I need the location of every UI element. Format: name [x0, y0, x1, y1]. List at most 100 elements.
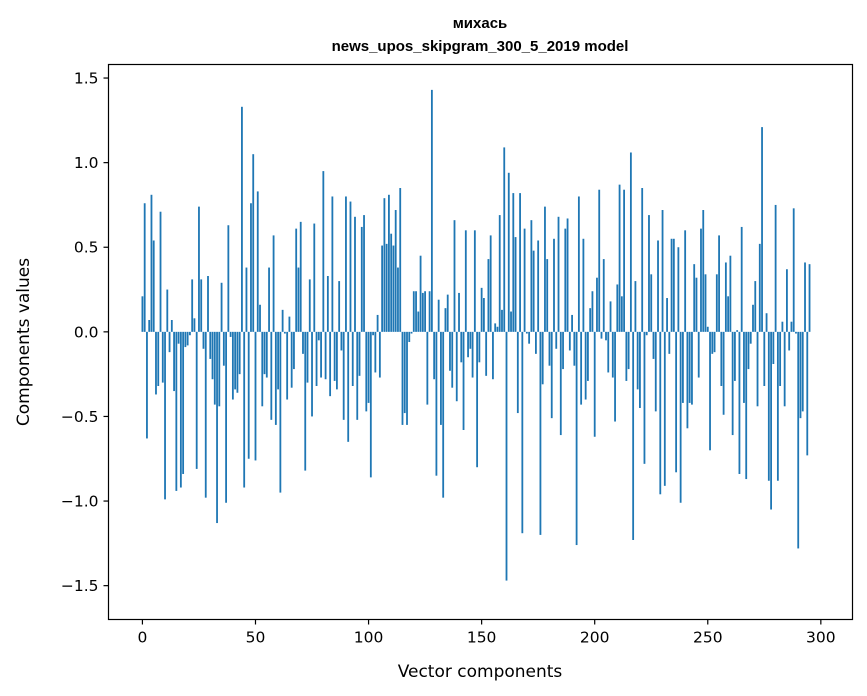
bar	[306, 331, 309, 383]
bar	[354, 216, 356, 332]
bar	[663, 331, 666, 486]
bar	[523, 228, 526, 332]
bar	[700, 228, 702, 332]
bar	[681, 331, 684, 403]
bar	[763, 331, 766, 386]
bar	[279, 331, 282, 493]
bar	[596, 277, 598, 332]
bar	[211, 331, 214, 380]
bar	[173, 331, 175, 392]
bar	[729, 255, 732, 332]
bar	[175, 331, 178, 491]
bar	[424, 291, 426, 332]
bar	[182, 331, 185, 474]
bar	[143, 203, 146, 332]
bar	[453, 220, 456, 332]
bar	[792, 208, 795, 332]
bar	[752, 304, 754, 332]
bar	[363, 215, 365, 332]
bar	[623, 189, 625, 332]
bar	[643, 331, 646, 464]
bar	[451, 331, 454, 388]
bar	[779, 331, 782, 386]
bar	[571, 314, 573, 332]
bar	[415, 291, 417, 332]
bar	[270, 331, 273, 420]
bar	[706, 326, 709, 332]
bar	[745, 331, 748, 480]
bar	[722, 331, 725, 415]
bar	[202, 331, 205, 349]
bar	[166, 289, 169, 332]
bar	[480, 287, 483, 332]
bar	[193, 318, 196, 332]
bar	[259, 304, 261, 332]
bar	[618, 184, 621, 332]
bar	[324, 331, 327, 380]
x-tick-label: 50	[246, 629, 266, 647]
bar	[654, 331, 657, 412]
bar	[295, 228, 298, 332]
y-axis-label: Components values	[14, 258, 34, 426]
bar	[781, 321, 784, 332]
y-tick-label: 1.5	[74, 70, 99, 88]
bar	[530, 220, 533, 332]
bar	[256, 191, 259, 332]
bar	[535, 331, 537, 354]
bar	[672, 238, 675, 332]
bar	[437, 299, 440, 332]
bar	[641, 188, 644, 332]
bar	[399, 188, 402, 332]
bar	[390, 233, 393, 332]
y-tick-label: −1.0	[61, 493, 99, 511]
bar	[250, 203, 252, 332]
chart-title-line-2: news_upos_skipgram_300_5_2019 model	[332, 38, 629, 55]
bar	[697, 331, 700, 378]
bar	[184, 331, 187, 348]
bar	[412, 291, 415, 332]
bar	[272, 235, 275, 332]
bar	[512, 193, 515, 332]
bar	[378, 331, 381, 378]
bar	[776, 331, 779, 481]
bar	[317, 331, 320, 341]
bar	[426, 331, 429, 405]
y-axis-ticks: −1.5 −1.0 −0.5 0.0 0.5 1.0 1.5	[61, 70, 109, 595]
bar	[557, 216, 560, 332]
bar	[388, 194, 390, 332]
bar	[503, 147, 506, 332]
bar	[369, 331, 372, 478]
bar	[587, 331, 589, 381]
bar	[408, 331, 411, 342]
x-axis-label: Vector components	[398, 662, 563, 682]
bar	[677, 247, 680, 332]
bar	[620, 296, 623, 332]
bar	[150, 194, 153, 332]
bar	[374, 331, 377, 373]
bar	[281, 309, 284, 332]
bar	[770, 331, 772, 510]
bar	[229, 331, 232, 337]
bar	[358, 331, 361, 376]
bar	[263, 331, 266, 375]
bar	[806, 331, 809, 456]
bar	[684, 230, 687, 332]
bar	[340, 331, 343, 351]
bar	[274, 331, 277, 425]
x-tick-label: 250	[693, 629, 723, 647]
bar-series	[141, 89, 811, 581]
bar	[277, 331, 280, 390]
bar	[410, 331, 413, 334]
bar	[593, 331, 596, 437]
bar	[170, 320, 173, 332]
bar	[449, 331, 451, 371]
bar	[198, 206, 200, 332]
bar	[645, 331, 648, 336]
y-tick-label: −1.5	[61, 577, 99, 595]
bar	[598, 189, 601, 332]
bar	[141, 296, 144, 332]
bar	[209, 331, 212, 359]
bar	[487, 259, 490, 332]
bar	[774, 204, 777, 332]
bar	[605, 331, 607, 341]
